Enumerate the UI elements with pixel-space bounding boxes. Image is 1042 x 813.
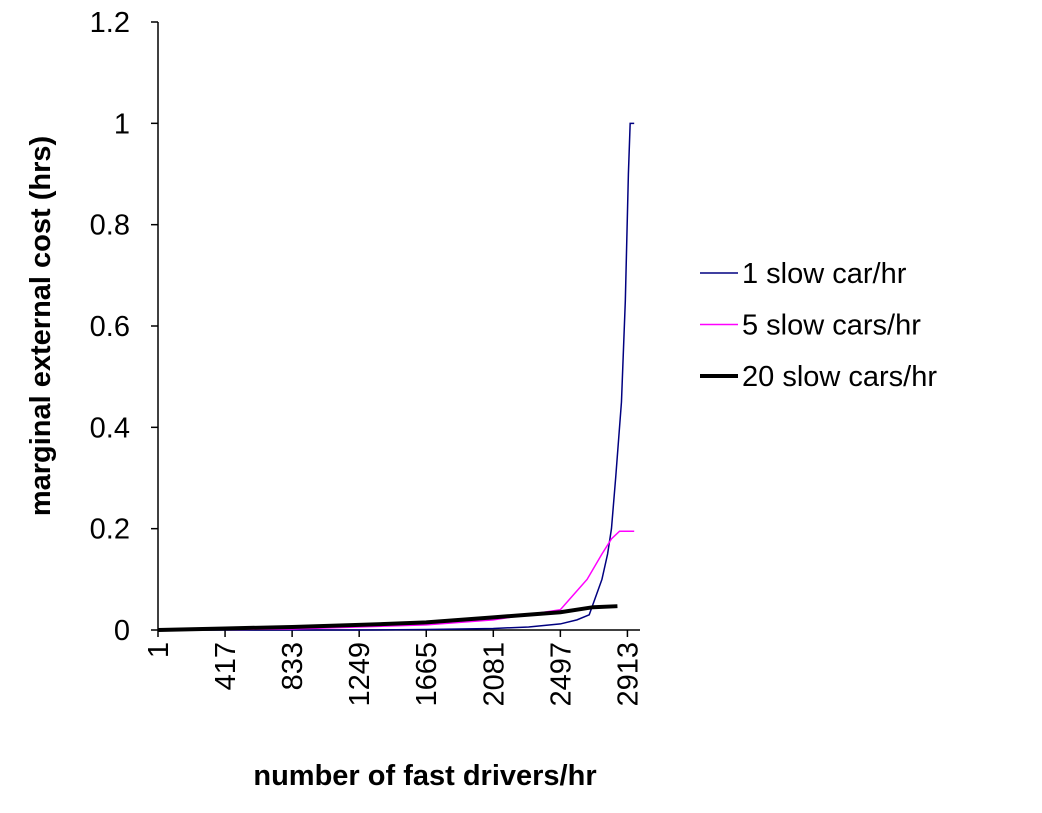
y-tick-label: 1 <box>114 108 130 140</box>
x-tick-label: 2497 <box>545 642 577 707</box>
line-series <box>157 530 635 631</box>
x-tick-label: 1665 <box>411 642 443 707</box>
line-series <box>157 604 618 632</box>
legend-label: 5 slow cars/hr <box>742 310 921 342</box>
legend-label: 20 slow cars/hr <box>742 361 937 393</box>
y-tick-label: 0.6 <box>90 311 130 343</box>
y-tick-label: 0.4 <box>90 412 130 444</box>
x-tick-label: 833 <box>277 642 309 690</box>
y-tick-label: 0.2 <box>90 514 130 546</box>
x-tick-label: 2913 <box>612 642 644 707</box>
line-series <box>158 122 635 631</box>
x-tick-label: 2081 <box>478 642 510 707</box>
x-tick-label: 1249 <box>344 642 376 707</box>
y-tick-label: 1.2 <box>90 7 130 39</box>
x-axis-label: number of fast drivers/hr <box>253 760 596 792</box>
y-tick-label: 0 <box>114 615 130 647</box>
x-tick-label: 417 <box>210 642 242 690</box>
x-tick-label: 1 <box>143 642 175 658</box>
legend-label: 1 slow car/hr <box>742 258 907 290</box>
y-tick-label: 0.8 <box>90 210 130 242</box>
y-axis-label: marginal external cost (hrs) <box>25 136 57 516</box>
